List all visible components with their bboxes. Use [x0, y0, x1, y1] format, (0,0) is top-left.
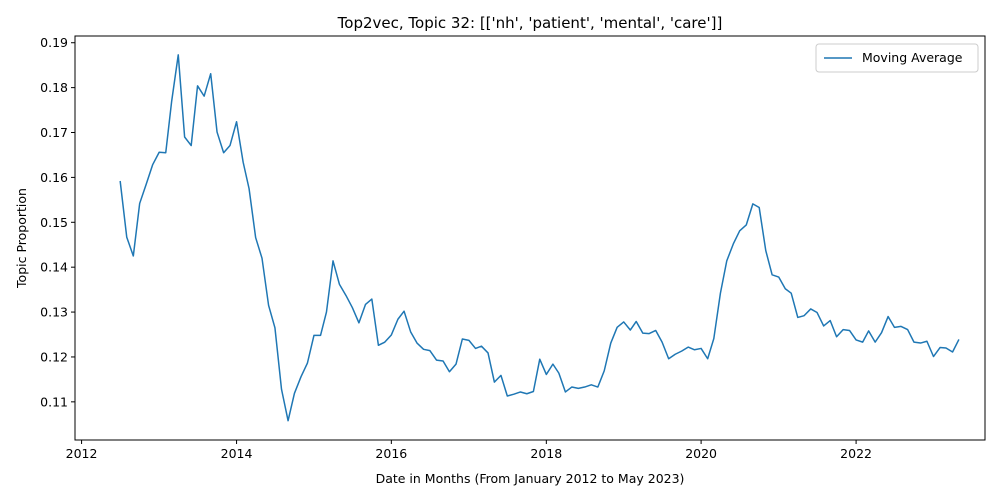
- x-tick-label: 2012: [66, 446, 98, 461]
- y-tick-label: 0.15: [40, 215, 68, 230]
- x-tick-label: 2022: [840, 446, 872, 461]
- x-axis-label: Date in Months (From January 2012 to May…: [376, 471, 685, 486]
- x-tick-label: 2018: [530, 446, 562, 461]
- series-line-moving-average: [119, 54, 960, 422]
- x-tick-label: 2020: [685, 446, 717, 461]
- y-tick-label: 0.19: [40, 35, 68, 50]
- y-tick-label: 0.14: [40, 260, 68, 275]
- chart-title: Top2vec, Topic 32: [['nh', 'patient', 'm…: [337, 14, 723, 32]
- y-tick-label: 0.16: [40, 170, 68, 185]
- x-tick-label: 2016: [375, 446, 407, 461]
- legend: Moving Average: [815, 43, 979, 73]
- y-tick-label: 0.13: [40, 305, 68, 320]
- x-tick-label: 2014: [221, 446, 253, 461]
- legend-box: [815, 43, 979, 73]
- y-tick-label: 0.17: [40, 125, 68, 140]
- series-layer: [119, 54, 960, 422]
- y-tick-label: 0.12: [40, 349, 68, 364]
- plot-frame: [74, 35, 986, 441]
- y-axis-label: Topic Proportion: [14, 188, 29, 289]
- y-tick-label: 0.11: [40, 394, 68, 409]
- legend-label: Moving Average: [862, 50, 963, 65]
- y-tick-label: 0.18: [40, 80, 68, 95]
- axis-ticks: 2012 2014 2016 2018 2020 2022 0.11 0.12 0.13 0.14…: [40, 35, 872, 461]
